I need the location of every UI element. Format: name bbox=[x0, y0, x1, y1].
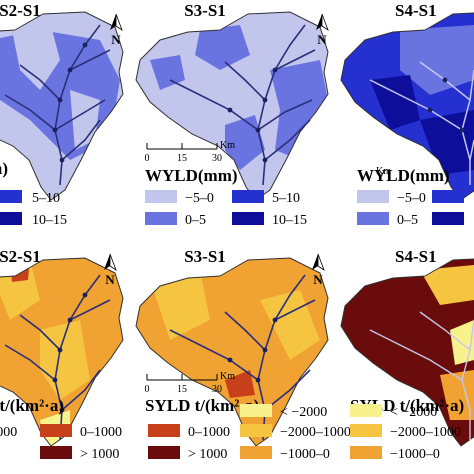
legend-label: < −2000 bbox=[0, 425, 17, 440]
north-label-bottom-1: N bbox=[105, 272, 115, 287]
legend-top-right: −5–0 0–5 bbox=[357, 190, 464, 228]
unit-top-s4-s1: WYLD(mm) bbox=[357, 166, 450, 185]
scale-unit-right: Km bbox=[376, 166, 391, 177]
legend-label: −2000–1000 bbox=[390, 425, 461, 440]
map-top-s4-s1 bbox=[340, 11, 474, 201]
north-label-top-2: N bbox=[317, 32, 327, 47]
legend-label: > 1000 bbox=[80, 447, 119, 462]
scale-unit: Km bbox=[220, 371, 235, 382]
title-bottom-s2-s1: S2-S1 bbox=[0, 247, 41, 266]
scale-tick: 0 bbox=[145, 384, 150, 395]
scale-tick: 30 bbox=[212, 384, 222, 395]
north-arrow-icon: N bbox=[104, 253, 117, 287]
legend-label: −5–0 bbox=[397, 191, 426, 206]
title-bottom-s3-s1: S3-S1 bbox=[184, 247, 226, 266]
scale-tick: 0 bbox=[145, 153, 150, 164]
legend-top-left: 5–10 10–15 bbox=[0, 190, 67, 228]
legend-label: 0–1000 bbox=[188, 425, 230, 440]
legend-label: 5–10 bbox=[272, 191, 300, 206]
legend-top-middle: −5–0 0–5 5–10 10–15 bbox=[145, 190, 307, 228]
scale-bar-bottom: 0 15 30 Km bbox=[145, 371, 236, 395]
legend-label: < −2000 bbox=[390, 405, 437, 420]
title-top-s4-s1: S4-S1 bbox=[395, 1, 437, 20]
legend-bottom-right: < −2000 −2000–1000 −1000–0 bbox=[350, 404, 461, 462]
north-label-top-1: N bbox=[111, 32, 121, 47]
scale-tick: 15 bbox=[177, 153, 187, 164]
scale-tick: 30 bbox=[212, 153, 222, 164]
legend-label: 10–15 bbox=[272, 213, 307, 228]
legend-label: −2000–1000 bbox=[280, 425, 351, 440]
north-label-bottom-2: N bbox=[313, 272, 323, 287]
north-arrow-icon: N bbox=[316, 13, 329, 47]
unit-top-s3-s1: WYLD(mm) bbox=[145, 166, 238, 185]
map-bottom-s3-s1 bbox=[135, 257, 329, 447]
legend-label: 0–1000 bbox=[80, 425, 122, 440]
legend-label: > 1000 bbox=[188, 447, 227, 462]
legend-label: 0–5 bbox=[397, 213, 418, 228]
map-top-s2-s1 bbox=[0, 11, 124, 201]
legend-label: < −2000 bbox=[280, 405, 327, 420]
legend-label: −5–0 bbox=[185, 191, 214, 206]
map-bottom-s4-s1 bbox=[340, 257, 474, 447]
legend-label: 0–5 bbox=[185, 213, 206, 228]
title-top-s3-s1: S3-S1 bbox=[184, 1, 226, 20]
legend-label: −1000–0 bbox=[280, 447, 330, 462]
north-arrow-icon: N bbox=[110, 13, 123, 47]
legend-bottom-middle: 0–1000 > 1000 < −2000 −2000–1000 −1000–0 bbox=[148, 404, 351, 462]
legend-label: −1000–0 bbox=[390, 447, 440, 462]
title-bottom-s4-s1: S4-S1 bbox=[395, 247, 437, 266]
unit-top-s2-s1: WYLD(mm) bbox=[0, 159, 8, 178]
legend-label: 5–10 bbox=[32, 191, 60, 206]
legend-bottom-left: < −2000 0–1000 > 1000 bbox=[0, 424, 122, 462]
scale-tick: 15 bbox=[177, 384, 187, 395]
unit-bottom-s3-s1: SYLD t/(km²·a) bbox=[145, 396, 259, 415]
scale-unit: Km bbox=[220, 140, 235, 151]
scale-bar-top: 0 15 30 Km bbox=[145, 140, 236, 164]
north-arrow-icon: N bbox=[312, 253, 325, 287]
title-top-s2-s1: S2-S1 bbox=[0, 1, 41, 20]
legend-label: 10–15 bbox=[32, 213, 67, 228]
unit-bottom-s2-s1: SYLD t/(km²·a) bbox=[0, 396, 64, 415]
